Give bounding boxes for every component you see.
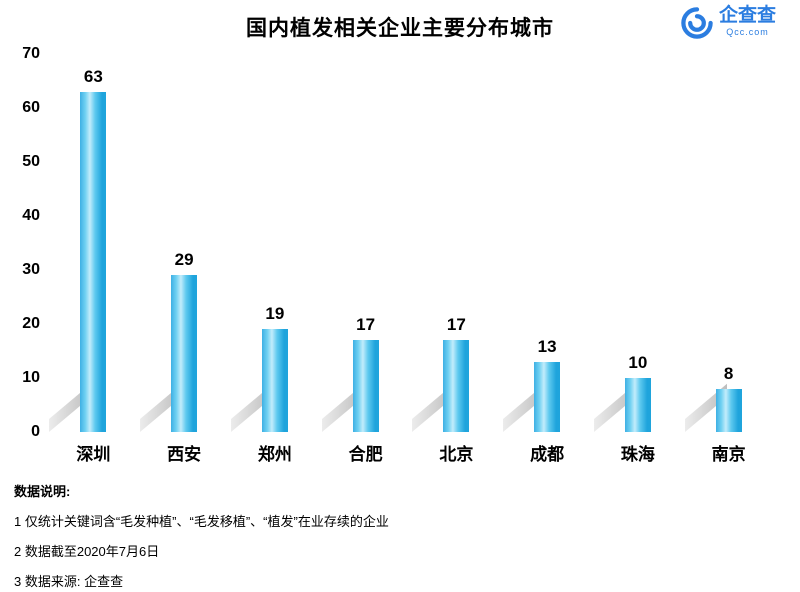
bar-value-label: 29 (174, 250, 194, 270)
bar-column: 17 (411, 54, 502, 432)
y-tick-label: 40 (22, 207, 40, 224)
qcc-domain: Qcc.com (726, 27, 769, 37)
bar (443, 340, 470, 432)
bar-value-label: 8 (723, 363, 734, 383)
footnote-heading: 数据说明: (14, 484, 71, 499)
x-tick-label: 西安 (167, 445, 202, 464)
bar (352, 340, 379, 432)
bar-column: 19 (230, 54, 321, 432)
chart-header: 国内植发相关企业主要分布城市 企查查 Qcc.com (0, 0, 800, 46)
qcc-brand-name: 企查查 (718, 5, 776, 26)
qcc-logo: 企查查 Qcc.com (680, 6, 776, 45)
y-tick-label: 70 (22, 45, 40, 62)
y-tick-label: 60 (22, 99, 40, 116)
qcc-logo-icon (680, 6, 714, 45)
footnote-1: 1 仅统计关键词含“毛发种植”、“毛发移植”、“植发”在业存续的企业 (14, 514, 389, 529)
footnote-3: 3 数据来源: 企查查 (14, 574, 124, 589)
x-tick-label: 珠海 (620, 445, 655, 464)
bar-column: 10 (593, 54, 684, 432)
x-tick-label: 郑州 (257, 445, 292, 464)
bar-value-label: 19 (265, 304, 285, 324)
bar (534, 361, 561, 432)
bar (80, 91, 107, 432)
x-tick-label: 北京 (439, 445, 474, 464)
bar-column: 29 (139, 54, 230, 432)
bar (171, 275, 198, 432)
y-tick-label: 50 (22, 153, 40, 170)
footnotes: 数据说明: 1 仅统计关键词含“毛发种植”、“毛发移植”、“植发”在业存续的企业… (14, 481, 800, 590)
chart-title: 国内植发相关企业主要分布城市 (246, 17, 554, 40)
bar-value-label: 17 (356, 315, 376, 335)
bars-area: 63 29 19 17 17 13 10 8 (48, 54, 774, 432)
bar-column: 17 (320, 54, 411, 432)
y-tick-label: 30 (22, 261, 40, 278)
x-axis: 深圳 西安 郑州 合肥 北京 成都 珠海 南京 (48, 440, 774, 465)
bar-value-label: 17 (446, 315, 466, 335)
bar (715, 388, 742, 432)
y-tick-label: 0 (31, 423, 40, 440)
bar-column: 13 (502, 54, 593, 432)
y-axis: 0 10 20 30 40 50 60 70 (12, 45, 48, 440)
x-tick-label: 南京 (711, 445, 746, 464)
bar-column: 63 (48, 54, 139, 432)
x-tick-label: 合肥 (348, 445, 383, 464)
x-tick-label: 深圳 (76, 445, 111, 464)
x-tick-label: 成都 (530, 445, 565, 464)
bar-value-label: 10 (628, 353, 648, 372)
bar (261, 329, 288, 432)
bar-value-label: 13 (537, 336, 557, 356)
bar-column: 8 (683, 54, 774, 432)
bar-value-label: 63 (83, 66, 103, 86)
footnote-2: 2 数据截至2020年7月6日 (14, 544, 160, 559)
chart-area: 0 10 20 30 40 50 60 70 63 29 19 17 17 13 10 8 (12, 45, 774, 440)
y-tick-label: 10 (22, 369, 40, 386)
qcc-logo-text: 企查查 Qcc.com (719, 6, 776, 37)
bar (624, 378, 651, 432)
y-tick-label: 20 (22, 315, 40, 332)
